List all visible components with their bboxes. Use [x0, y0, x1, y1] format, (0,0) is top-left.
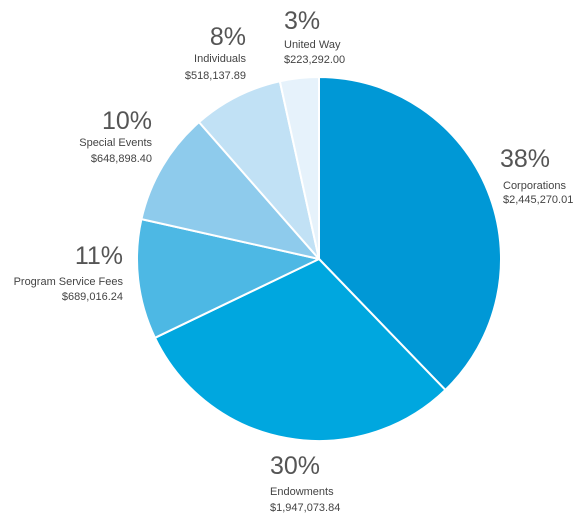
amount-label: $1,947,073.84 [270, 502, 340, 514]
pie-slice-endowments [153, 258, 447, 442]
percent-label: 38% [500, 145, 550, 173]
category-label: Special Events [79, 137, 152, 149]
pie-slice-special-events [140, 121, 320, 260]
amount-label: $223,292.00 [284, 54, 345, 66]
percent-label: 3% [284, 7, 320, 35]
pie-slice-united-way [278, 76, 320, 260]
label-united-way: 3% United Way $223,292.00 [284, 7, 345, 66]
amount-label: $2,445,270.01 [503, 194, 573, 206]
percent-label: 30% [270, 452, 320, 480]
pie-slices [136, 76, 502, 442]
amount-label: $689,016.24 [62, 291, 123, 303]
label-special-events: 10% Special Events $648,898.40 [79, 107, 152, 165]
label-endowments: 30% Endowments $1,947,073.84 [270, 452, 340, 514]
percent-label: 10% [102, 107, 152, 135]
label-individuals: 8% Individuals $518,137.89 [185, 23, 247, 82]
label-program-service-fees: 11% Program Service Fees $689,016.24 [14, 242, 124, 303]
category-label: Program Service Fees [14, 276, 124, 288]
label-corporations: 38% Corporations $2,445,270.01 [500, 145, 573, 206]
category-label: United Way [284, 39, 341, 51]
percent-label: 11% [75, 242, 123, 270]
category-label: Endowments [270, 486, 334, 498]
amount-label: $518,137.89 [185, 70, 246, 82]
percent-label: 8% [210, 23, 246, 51]
category-label: Corporations [503, 180, 566, 192]
category-label: Individuals [194, 53, 246, 65]
amount-label: $648,898.40 [91, 153, 152, 165]
pie-slice-corporations [318, 76, 502, 391]
